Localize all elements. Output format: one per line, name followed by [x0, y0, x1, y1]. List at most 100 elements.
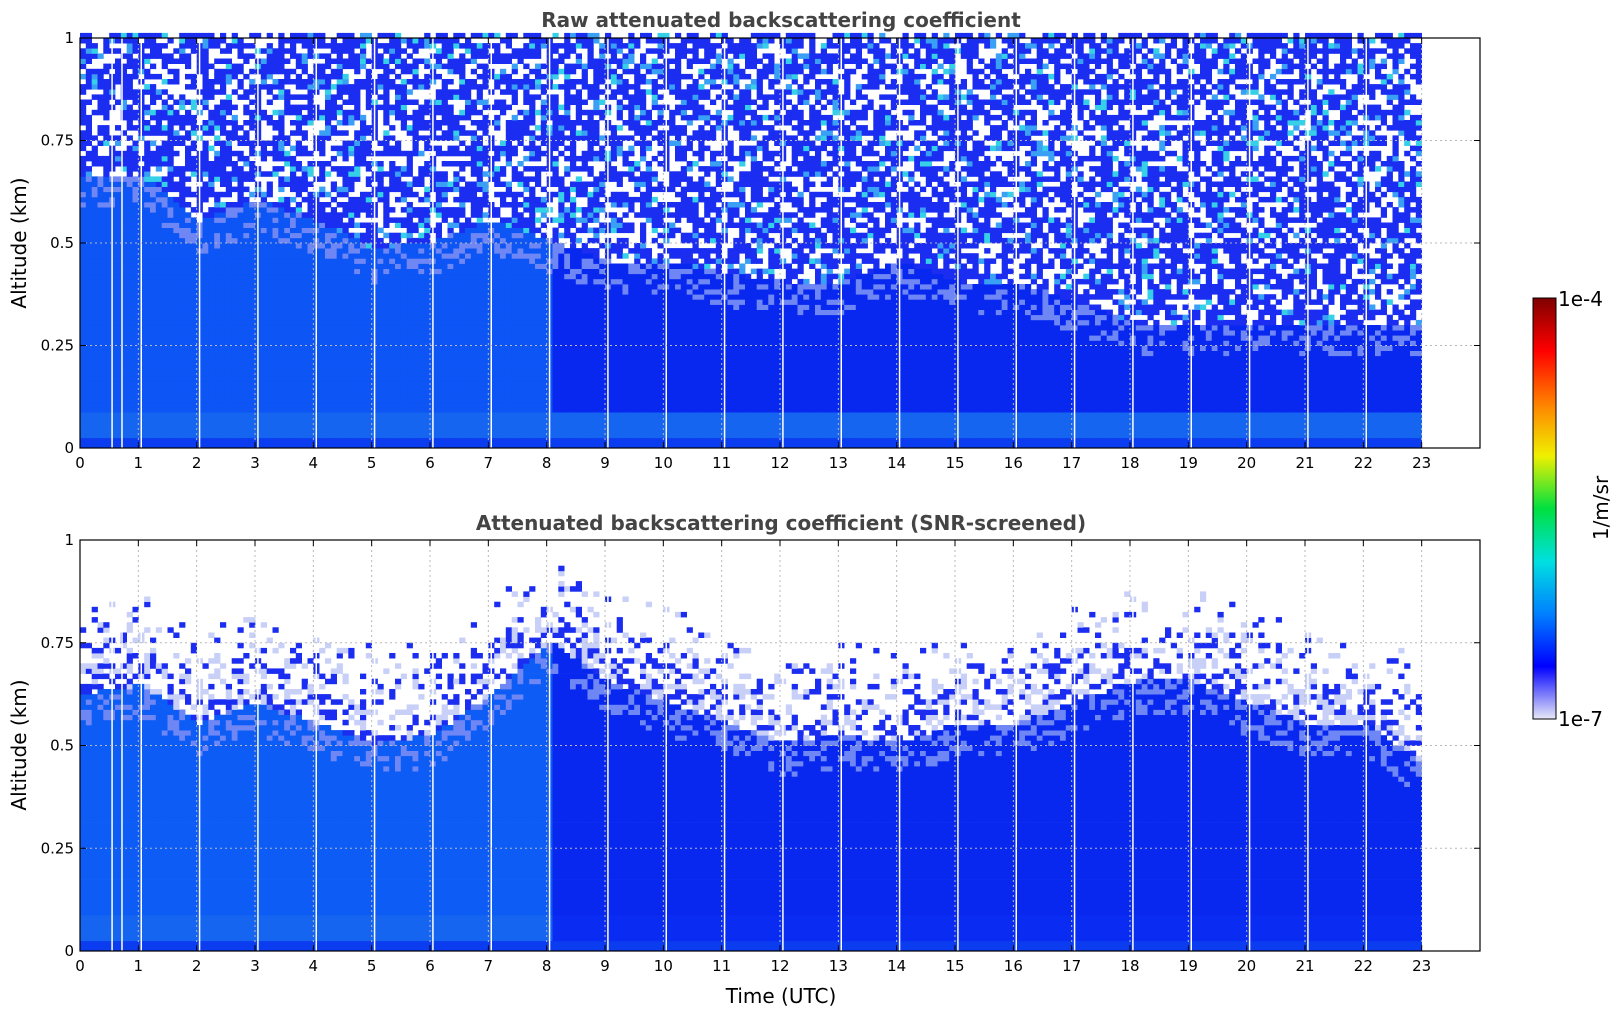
heatmap-cell: [98, 53, 104, 59]
heatmap-cell: [226, 289, 232, 295]
heatmap-cell: [343, 59, 349, 65]
heatmap-cell: [471, 294, 477, 300]
heatmap-cell: [232, 105, 238, 111]
heatmap-cell: [214, 387, 220, 393]
heatmap-cell: [150, 346, 156, 352]
heatmap-cell: [284, 279, 290, 285]
heatmap-cell: [98, 422, 104, 428]
heatmap-cell: [220, 417, 226, 423]
heatmap-cell: [267, 366, 273, 372]
heatmap-cell: [442, 294, 448, 300]
heatmap-cell: [86, 310, 92, 316]
heatmap-cell: [378, 422, 384, 428]
heatmap-cell: [103, 376, 109, 382]
heatmap-cell: [407, 64, 413, 70]
heatmap-cell: [150, 315, 156, 321]
heatmap-cell: [103, 248, 109, 254]
heatmap-cell: [267, 284, 273, 290]
heatmap-cell: [144, 228, 150, 234]
heatmap-cell: [214, 289, 220, 295]
heatmap-cell: [284, 151, 290, 157]
heatmap-cell: [273, 310, 279, 316]
heatmap-cell: [115, 64, 121, 70]
heatmap-cell: [436, 94, 442, 100]
heatmap-cell: [249, 351, 255, 357]
heatmap-cell: [395, 366, 401, 372]
heatmap-cell: [348, 387, 354, 393]
heatmap-cell: [168, 361, 174, 367]
heatmap-cell: [278, 166, 284, 172]
heatmap-cell: [343, 182, 349, 188]
heatmap-cell: [319, 161, 325, 167]
heatmap-cell: [162, 371, 168, 377]
heatmap-cell: [343, 320, 349, 326]
heatmap-cell: [156, 279, 162, 285]
heatmap-cell: [308, 417, 314, 423]
heatmap-cell: [261, 141, 267, 147]
heatmap-cell: [278, 279, 284, 285]
heatmap-cell: [459, 74, 465, 80]
heatmap-cell: [424, 110, 430, 116]
heatmap-cell: [442, 422, 448, 428]
heatmap-cell: [471, 110, 477, 116]
heatmap-cell: [477, 366, 483, 372]
heatmap-cell: [214, 125, 220, 131]
heatmap-cell: [203, 74, 209, 80]
heatmap-cell: [343, 335, 349, 341]
heatmap-cell: [331, 38, 337, 44]
heatmap-cell: [144, 207, 150, 213]
heatmap-cell: [86, 392, 92, 398]
heatmap-cell: [436, 48, 442, 54]
heatmap-cell: [278, 197, 284, 203]
heatmap-cell: [168, 141, 174, 147]
heatmap-cell: [86, 84, 92, 90]
heatmap-cell: [448, 305, 454, 311]
heatmap-cell: [191, 192, 197, 198]
heatmap-cell: [273, 53, 279, 59]
heatmap-cell: [413, 141, 419, 147]
heatmap-cell: [103, 325, 109, 331]
heatmap-cell: [418, 269, 424, 275]
heatmap-cell: [133, 48, 139, 54]
heatmap-cell: [366, 371, 372, 377]
heatmap-cell: [296, 161, 302, 167]
heatmap-cell: [383, 110, 389, 116]
heatmap-cell: [418, 79, 424, 85]
heatmap-cell: [191, 264, 197, 270]
heatmap-cell: [92, 299, 98, 305]
heatmap-cell: [179, 402, 185, 408]
heatmap-cell: [331, 387, 337, 393]
heatmap-cell: [418, 433, 424, 439]
heatmap-cell: [162, 187, 168, 193]
heatmap-cell: [465, 130, 471, 136]
heatmap-cell: [156, 397, 162, 403]
heatmap-cell: [168, 335, 174, 341]
heatmap-cell: [127, 310, 133, 316]
heatmap-cell: [296, 422, 302, 428]
heatmap-cell: [378, 320, 384, 326]
heatmap-cell: [103, 79, 109, 85]
heatmap-cell: [360, 243, 366, 249]
heatmap-cell: [477, 94, 483, 100]
heatmap-cell: [290, 402, 296, 408]
heatmap-cell: [86, 376, 92, 382]
heatmap-cell: [448, 38, 454, 44]
heatmap-cell: [162, 279, 168, 285]
heatmap-cell: [238, 79, 244, 85]
heatmap-cell: [494, 402, 500, 408]
heatmap-cell: [436, 146, 442, 152]
heatmap-cell: [238, 366, 244, 372]
heatmap-cell: [395, 269, 401, 275]
heatmap-cell: [238, 125, 244, 131]
heatmap-cell: [494, 233, 500, 239]
heatmap-cell: [378, 428, 384, 434]
heatmap-cell: [483, 422, 489, 428]
heatmap-cell: [261, 407, 267, 413]
heatmap-cell: [115, 192, 121, 198]
heatmap-cell: [325, 315, 331, 321]
heatmap-cell: [156, 253, 162, 259]
heatmap-cell: [483, 258, 489, 264]
heatmap-cell: [302, 253, 308, 259]
heatmap-cell: [238, 176, 244, 182]
heatmap-cell: [343, 151, 349, 157]
